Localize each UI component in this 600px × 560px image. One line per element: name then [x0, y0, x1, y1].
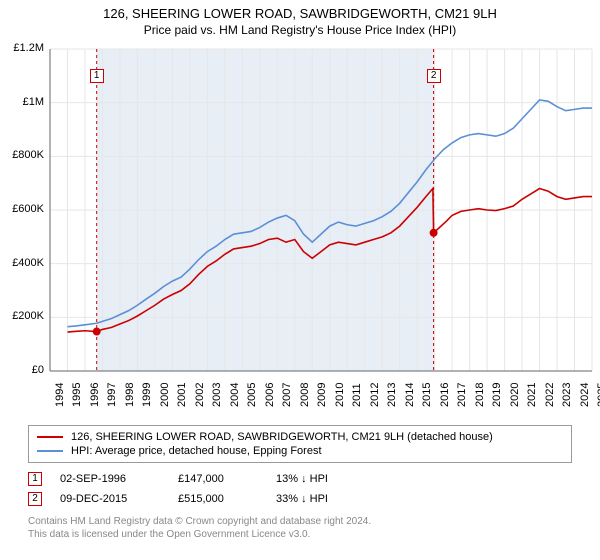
- x-tick-label: 2003: [211, 383, 223, 407]
- x-tick-label: 2001: [176, 383, 188, 407]
- legend-label: HPI: Average price, detached house, Eppi…: [71, 445, 322, 457]
- x-tick-label: 1997: [106, 383, 118, 407]
- sale-row: 1 02-SEP-1996 £147,000 13% ↓ HPI: [28, 469, 572, 489]
- legend-swatch: [37, 450, 63, 452]
- x-tick-label: 2020: [509, 383, 521, 407]
- sale-price: £147,000: [178, 473, 258, 485]
- sale-row: 2 09-DEC-2015 £515,000 33% ↓ HPI: [28, 489, 572, 509]
- x-tick-label: 1996: [89, 383, 101, 407]
- x-tick-label: 2011: [351, 383, 363, 407]
- footer-line-1: Contains HM Land Registry data © Crown c…: [28, 515, 572, 528]
- x-tick-label: 2008: [299, 383, 311, 407]
- sales-table: 1 02-SEP-1996 £147,000 13% ↓ HPI 2 09-DEC-201…: [28, 469, 572, 509]
- x-tick-label: 2009: [316, 383, 328, 407]
- x-tick-label: 2024: [579, 383, 591, 407]
- x-tick-label: 2017: [456, 383, 468, 407]
- x-tick-label: 2015: [421, 383, 433, 407]
- chart-area: £0 £200K £400K £600K £800K £1M £1.2M 1994 1995 19…: [0, 41, 600, 421]
- y-tick-label: £800K: [2, 149, 44, 161]
- x-tick-label: 2013: [386, 383, 398, 407]
- x-tick-label: 2000: [159, 383, 171, 407]
- legend: 126, SHEERING LOWER ROAD, SAWBRIDGEWORTH…: [28, 425, 572, 463]
- chart-subtitle: Price paid vs. HM Land Registry's House …: [0, 21, 600, 41]
- footer-line-2: This data is licensed under the Open Gov…: [28, 528, 572, 541]
- x-tick-label: 2016: [439, 383, 451, 407]
- x-tick-label: 2025: [596, 383, 600, 407]
- x-tick-label: 2023: [561, 383, 573, 407]
- sale-date: 09-DEC-2015: [60, 493, 160, 505]
- x-tick-label: 2005: [246, 383, 258, 407]
- x-tick-label: 2006: [264, 383, 276, 407]
- footer: Contains HM Land Registry data © Crown c…: [28, 515, 572, 541]
- y-tick-label: £600K: [2, 203, 44, 215]
- x-tick-label: 2019: [491, 383, 503, 407]
- x-tick-label: 1999: [141, 383, 153, 407]
- sale-number-box: 2: [28, 492, 42, 506]
- x-tick-label: 2022: [544, 383, 556, 407]
- x-tick-label: 2004: [229, 383, 241, 407]
- sale-pct-vs-hpi: 13% ↓ HPI: [276, 473, 366, 485]
- x-tick-label: 1994: [54, 383, 66, 407]
- x-tick-label: 2021: [526, 383, 538, 407]
- x-tick-label: 2007: [281, 383, 293, 407]
- sale-pct-vs-hpi: 33% ↓ HPI: [276, 493, 366, 505]
- x-tick-label: 2002: [194, 383, 206, 407]
- y-tick-label: £400K: [2, 257, 44, 269]
- legend-row: HPI: Average price, detached house, Eppi…: [37, 444, 563, 458]
- sale-marker-box: 2: [427, 69, 441, 83]
- y-tick-label: £1.2M: [2, 42, 44, 54]
- x-tick-label: 2018: [474, 383, 486, 407]
- sale-number-box: 1: [28, 472, 42, 486]
- legend-swatch: [37, 436, 63, 438]
- x-tick-label: 1995: [71, 383, 83, 407]
- legend-row: 126, SHEERING LOWER ROAD, SAWBRIDGEWORTH…: [37, 430, 563, 444]
- y-tick-label: £200K: [2, 310, 44, 322]
- x-tick-label: 1998: [124, 383, 136, 407]
- x-tick-label: 2014: [404, 383, 416, 407]
- y-tick-label: £0: [2, 364, 44, 376]
- sale-price: £515,000: [178, 493, 258, 505]
- sale-marker-box: 1: [90, 69, 104, 83]
- x-tick-label: 2010: [334, 383, 346, 407]
- x-tick-label: 2012: [369, 383, 381, 407]
- sale-date: 02-SEP-1996: [60, 473, 160, 485]
- y-tick-label: £1M: [2, 96, 44, 108]
- chart-title: 126, SHEERING LOWER ROAD, SAWBRIDGEWORTH…: [0, 0, 600, 21]
- chart-svg: [0, 41, 600, 421]
- legend-label: 126, SHEERING LOWER ROAD, SAWBRIDGEWORTH…: [71, 431, 493, 443]
